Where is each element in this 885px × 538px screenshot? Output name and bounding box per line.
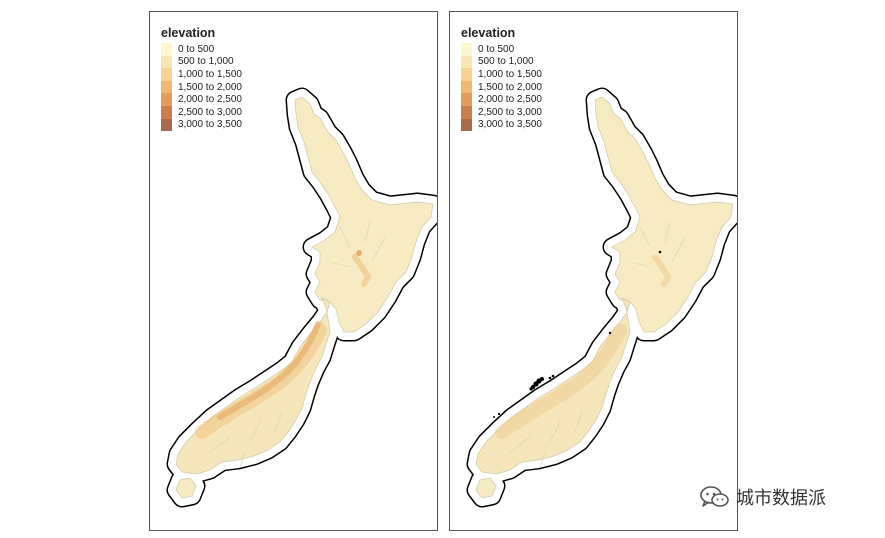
legend-swatch	[461, 80, 472, 94]
legend-item: 2,500 to 3,000	[461, 105, 542, 119]
legend-title: elevation	[461, 26, 516, 40]
legend-item: 2,000 to 2,500	[161, 93, 242, 106]
elevation-legend: elevation 0 to 500 500 to 1,000 1,000 to…	[461, 26, 542, 132]
legend-item: 2,500 to 3,000	[161, 105, 242, 119]
legend-swatch	[461, 55, 472, 69]
legend-item: 3,000 to 3,500	[461, 118, 542, 132]
elevation-legend: elevation 0 to 500 500 to 1,000 1,000 to…	[161, 26, 242, 132]
peak-point	[540, 377, 544, 381]
peak-point	[529, 387, 533, 391]
peak-point	[608, 331, 612, 335]
legend-swatch	[461, 43, 472, 56]
legend-item: 500 to 1,000	[161, 55, 242, 69]
elevation-raster	[175, 96, 434, 499]
legend-swatch	[161, 68, 172, 81]
legend-item: 1,000 to 1,500	[161, 68, 242, 81]
legend-item: 1,000 to 1,500	[461, 68, 542, 81]
legend-item: 0 to 500	[461, 43, 542, 56]
legend-swatch	[161, 118, 172, 132]
wechat-icon	[700, 486, 729, 507]
legend-swatch	[461, 118, 472, 132]
map-panel-right: elevation 0 to 500 500 to 1,000 1,000 to…	[449, 11, 738, 531]
legend-swatch	[461, 68, 472, 81]
peak-point	[493, 416, 495, 418]
watermark: 城市数据派	[700, 484, 826, 510]
legend-swatch	[461, 93, 472, 106]
peak-point	[497, 412, 501, 416]
legend-swatch	[461, 105, 472, 119]
legend-swatch	[161, 93, 172, 106]
legend-swatch	[161, 43, 172, 56]
legend-item: 500 to 1,000	[461, 55, 542, 69]
legend-item: 1,500 to 2,000	[461, 80, 542, 94]
legend-title: elevation	[161, 26, 216, 40]
elevation-raster	[475, 96, 734, 499]
high-elevation-points	[493, 250, 662, 418]
legend-item: 1,500 to 2,000	[161, 80, 242, 94]
new-zealand-map	[450, 12, 738, 531]
legend-item: 3,000 to 3,500	[161, 118, 242, 132]
peak-point	[551, 374, 555, 378]
legend-swatch	[161, 105, 172, 119]
map-panel-left: elevation 0 to 500 500 to 1,000 1,000 to…	[149, 11, 438, 531]
watermark-label: 城市数据派	[736, 488, 826, 509]
legend-swatch	[161, 80, 172, 94]
legend-swatch	[161, 55, 172, 69]
new-zealand-map	[150, 12, 438, 531]
peak-point	[658, 250, 662, 254]
peak-point	[548, 376, 552, 380]
legend-item: 0 to 500	[161, 43, 242, 56]
legend-item: 2,000 to 2,500	[461, 93, 542, 106]
